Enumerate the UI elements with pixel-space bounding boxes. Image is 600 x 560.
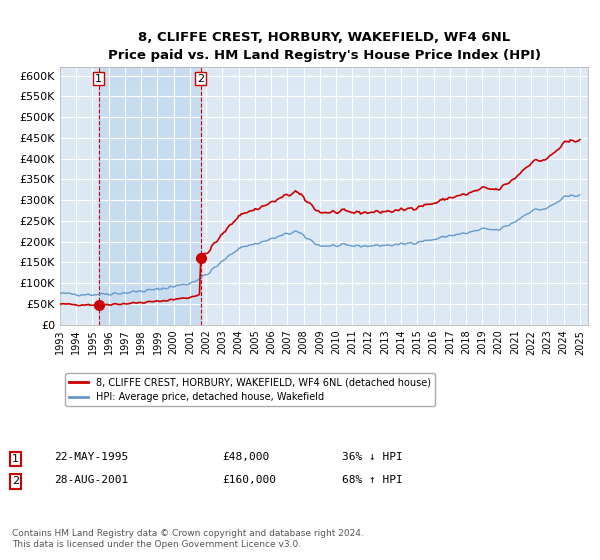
Text: 68% ↑ HPI: 68% ↑ HPI: [342, 475, 403, 485]
Legend: 8, CLIFFE CREST, HORBURY, WAKEFIELD, WF4 6NL (detached house), HPI: Average pric: 8, CLIFFE CREST, HORBURY, WAKEFIELD, WF4…: [65, 374, 435, 406]
Text: £48,000: £48,000: [222, 452, 269, 463]
Bar: [98, 67, 200, 325]
Text: Contains HM Land Registry data © Crown copyright and database right 2024.
This d: Contains HM Land Registry data © Crown c…: [12, 529, 364, 549]
Text: 2: 2: [12, 477, 19, 487]
Text: 22-MAY-1995: 22-MAY-1995: [54, 452, 128, 463]
Text: 1: 1: [95, 73, 102, 83]
Text: 1: 1: [12, 454, 19, 464]
Title: 8, CLIFFE CREST, HORBURY, WAKEFIELD, WF4 6NL
Price paid vs. HM Land Registry's H: 8, CLIFFE CREST, HORBURY, WAKEFIELD, WF4…: [107, 31, 541, 62]
Text: 36% ↓ HPI: 36% ↓ HPI: [342, 452, 403, 463]
Text: 2: 2: [197, 73, 204, 83]
Text: 28-AUG-2001: 28-AUG-2001: [54, 475, 128, 485]
Text: £160,000: £160,000: [222, 475, 276, 485]
